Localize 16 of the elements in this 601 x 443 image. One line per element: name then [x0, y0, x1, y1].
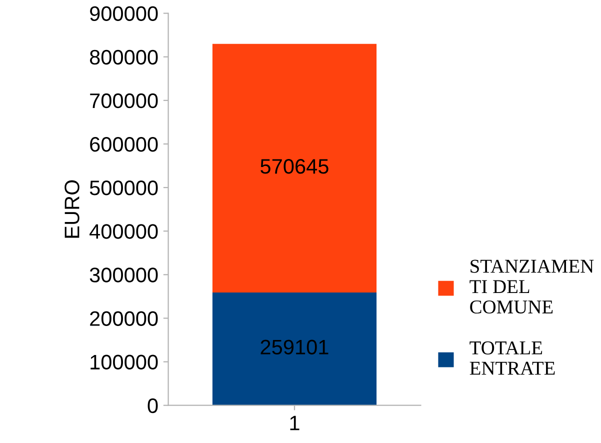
y-tick-label: 700000 — [90, 93, 158, 108]
y-tick-label: 400000 — [90, 224, 158, 239]
y-tick-label: 500000 — [90, 180, 158, 196]
legend-label: STANZIAMENTI DEL COMUNE — [470, 260, 594, 314]
y-tick-label: 0 — [148, 398, 158, 414]
y-tick-label: 900000 — [90, 6, 158, 22]
y-axis-title: EURO — [64, 180, 80, 238]
y-tick-label: 800000 — [90, 50, 158, 65]
legend-label: TOTALE ENTRATE — [470, 341, 555, 375]
data-label: 259101 — [260, 340, 328, 355]
y-tick-label: 600000 — [90, 136, 158, 152]
x-tick-label: 1 — [290, 416, 300, 430]
y-tick-label: 100000 — [90, 354, 158, 370]
y-tick-label: 200000 — [90, 311, 158, 326]
y-tick-label: 300000 — [90, 268, 158, 282]
data-label: 570645 — [260, 159, 328, 174]
